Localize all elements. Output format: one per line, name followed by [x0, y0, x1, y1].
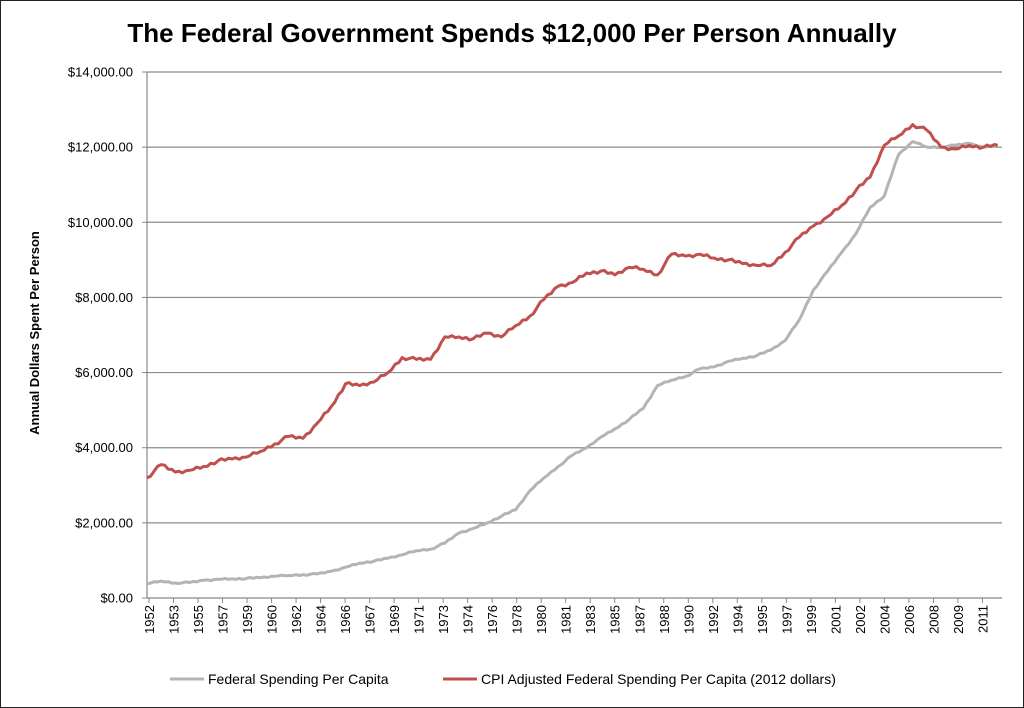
series-line-federal-spending: [146, 140, 999, 586]
x-tick-label: 1962: [289, 605, 304, 634]
legend-label: CPI Adjusted Federal Spending Per Capita…: [481, 671, 836, 687]
x-axis-ticks: 1952 1953 1955 1957 1959 1960 1962 1964 1966 1967…: [142, 598, 990, 634]
x-tick-label: 1997: [779, 605, 794, 634]
y-tick-label: $14,000.00: [68, 65, 133, 80]
x-tick-label: 1981: [559, 605, 574, 634]
x-tick-label: 1966: [338, 605, 353, 634]
legend-label: Federal Spending Per Capita: [208, 671, 389, 687]
series-line-cpi-adjusted: [146, 123, 999, 480]
y-axis-ticks: $0.00 $2,000.00 $4,000.00 $6,000.00 $8,000.0…: [68, 65, 147, 606]
x-tick-label: 2009: [951, 605, 966, 634]
y-tick-label: $0.00: [100, 591, 133, 606]
y-tick-label: $10,000.00: [68, 215, 133, 230]
x-tick-label: 2004: [877, 605, 892, 634]
y-tick-label: $12,000.00: [68, 140, 133, 155]
x-tick-label: 1987: [632, 605, 647, 634]
y-axis-label: Annual Dollars Spent Per Person: [27, 231, 42, 435]
x-tick-label: 1978: [510, 605, 525, 634]
x-tick-label: 2002: [853, 605, 868, 634]
x-tick-label: 2006: [902, 605, 917, 634]
x-tick-label: 1971: [412, 605, 427, 634]
y-tick-label: $8,000.00: [75, 290, 133, 305]
x-tick-label: 1959: [240, 605, 255, 634]
x-tick-label: 1952: [142, 605, 157, 634]
chart-title: The Federal Government Spends $12,000 Pe…: [127, 18, 897, 48]
x-tick-label: 1973: [436, 605, 451, 634]
x-tick-label: 1988: [657, 605, 672, 634]
x-tick-label: 1964: [314, 605, 329, 634]
x-tick-label: 1953: [167, 605, 182, 634]
x-tick-label: 1960: [265, 605, 280, 634]
x-tick-label: 1955: [191, 605, 206, 634]
x-tick-label: 1976: [485, 605, 500, 634]
x-tick-label: 1974: [461, 605, 476, 634]
x-tick-label: 2011: [975, 605, 990, 633]
x-tick-label: 1983: [583, 605, 598, 634]
x-tick-label: 2001: [828, 605, 843, 634]
x-tick-label: 1990: [681, 605, 696, 634]
x-tick-label: 1992: [706, 605, 721, 634]
y-tick-label: $2,000.00: [75, 515, 133, 530]
x-tick-label: 1969: [387, 605, 402, 634]
x-tick-label: 1985: [608, 605, 623, 634]
y-tick-label: $6,000.00: [75, 365, 133, 380]
x-tick-label: 1994: [730, 605, 745, 634]
x-tick-label: 1957: [216, 605, 231, 634]
legend: Federal Spending Per Capita CPI Adjusted …: [170, 671, 836, 687]
x-tick-label: 1980: [534, 605, 549, 634]
x-tick-label: 1999: [804, 605, 819, 634]
axes: [146, 72, 1002, 599]
y-tick-label: $4,000.00: [75, 440, 133, 455]
x-tick-label: 2008: [926, 605, 941, 634]
x-tick-label: 1995: [755, 605, 770, 634]
grid-lines: [147, 71, 1002, 524]
series-lines: [146, 123, 999, 586]
x-tick-label: 1967: [363, 605, 378, 634]
